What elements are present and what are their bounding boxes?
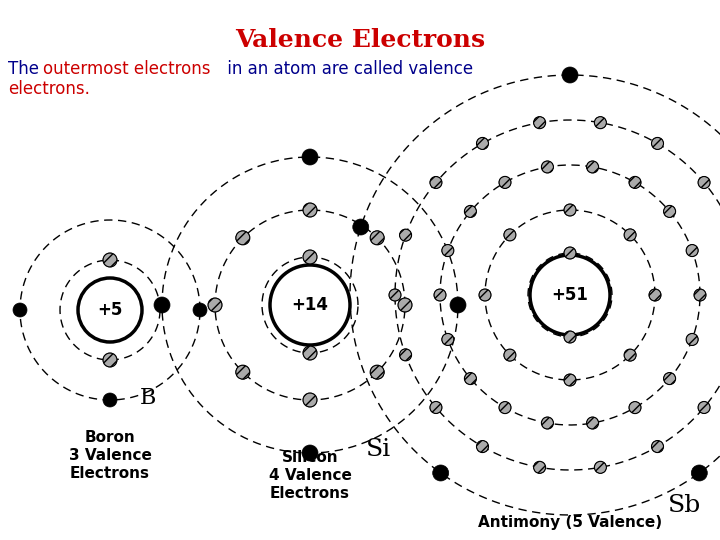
Circle shape bbox=[698, 401, 710, 414]
Circle shape bbox=[450, 297, 466, 313]
Circle shape bbox=[103, 253, 117, 267]
Text: +14: +14 bbox=[292, 296, 328, 314]
Circle shape bbox=[78, 278, 142, 342]
Circle shape bbox=[303, 393, 317, 407]
Text: Silicon: Silicon bbox=[282, 450, 338, 465]
Circle shape bbox=[398, 298, 412, 312]
Circle shape bbox=[698, 177, 710, 188]
Circle shape bbox=[564, 204, 576, 216]
Circle shape bbox=[442, 334, 454, 346]
Circle shape bbox=[686, 334, 698, 346]
Circle shape bbox=[504, 349, 516, 361]
Circle shape bbox=[430, 401, 442, 414]
Circle shape bbox=[664, 205, 675, 218]
Circle shape bbox=[629, 402, 641, 414]
Circle shape bbox=[103, 393, 117, 407]
Circle shape bbox=[208, 298, 222, 312]
Circle shape bbox=[193, 303, 207, 317]
Circle shape bbox=[479, 289, 491, 301]
Circle shape bbox=[433, 465, 449, 481]
Circle shape bbox=[534, 117, 546, 129]
Circle shape bbox=[564, 247, 576, 259]
Circle shape bbox=[499, 177, 511, 188]
Text: +5: +5 bbox=[97, 301, 122, 319]
Circle shape bbox=[400, 229, 412, 241]
Circle shape bbox=[303, 250, 317, 264]
Text: in an atom are called valence: in an atom are called valence bbox=[222, 60, 473, 78]
Circle shape bbox=[691, 465, 707, 481]
Circle shape bbox=[649, 289, 661, 301]
Circle shape bbox=[370, 231, 384, 245]
Text: Boron: Boron bbox=[85, 430, 135, 445]
Circle shape bbox=[464, 373, 477, 384]
Circle shape bbox=[562, 67, 578, 83]
Circle shape bbox=[541, 161, 554, 173]
Circle shape bbox=[270, 265, 350, 345]
Text: 4 Valence: 4 Valence bbox=[269, 468, 351, 483]
Circle shape bbox=[103, 353, 117, 367]
Circle shape bbox=[13, 303, 27, 317]
Text: +51: +51 bbox=[552, 286, 588, 304]
Text: Si: Si bbox=[365, 438, 391, 462]
Text: Valence Electrons: Valence Electrons bbox=[235, 28, 485, 52]
Text: Sb: Sb bbox=[668, 494, 701, 516]
Circle shape bbox=[652, 441, 664, 453]
Circle shape bbox=[389, 289, 401, 301]
Circle shape bbox=[236, 365, 250, 379]
Circle shape bbox=[464, 205, 477, 218]
Circle shape bbox=[541, 417, 554, 429]
Circle shape bbox=[629, 177, 641, 188]
Circle shape bbox=[442, 245, 454, 256]
Circle shape bbox=[595, 461, 606, 474]
Text: Electrons: Electrons bbox=[270, 486, 350, 501]
Circle shape bbox=[400, 349, 412, 361]
Circle shape bbox=[587, 417, 598, 429]
Circle shape bbox=[434, 289, 446, 301]
Circle shape bbox=[303, 203, 317, 217]
Circle shape bbox=[652, 138, 664, 150]
Text: The: The bbox=[8, 60, 44, 78]
Circle shape bbox=[664, 373, 675, 384]
Circle shape bbox=[694, 289, 706, 301]
Circle shape bbox=[477, 138, 488, 150]
Text: Antimony (5 Valence): Antimony (5 Valence) bbox=[478, 515, 662, 530]
Circle shape bbox=[477, 441, 488, 453]
Circle shape bbox=[236, 231, 250, 245]
Circle shape bbox=[353, 219, 369, 235]
Circle shape bbox=[564, 331, 576, 343]
Circle shape bbox=[624, 349, 636, 361]
Text: electrons.: electrons. bbox=[8, 80, 90, 98]
Circle shape bbox=[534, 461, 546, 474]
Circle shape bbox=[624, 229, 636, 241]
Circle shape bbox=[686, 245, 698, 256]
Text: outermost electrons: outermost electrons bbox=[43, 60, 210, 78]
Circle shape bbox=[587, 161, 598, 173]
Circle shape bbox=[504, 229, 516, 241]
Circle shape bbox=[303, 346, 317, 360]
Circle shape bbox=[499, 402, 511, 414]
Circle shape bbox=[530, 255, 610, 335]
Circle shape bbox=[595, 117, 606, 129]
Circle shape bbox=[302, 149, 318, 165]
Circle shape bbox=[154, 297, 170, 313]
Circle shape bbox=[564, 374, 576, 386]
Circle shape bbox=[302, 445, 318, 461]
Text: B: B bbox=[140, 387, 156, 409]
Circle shape bbox=[370, 365, 384, 379]
Text: 3 Valence: 3 Valence bbox=[68, 448, 151, 463]
Text: Electrons: Electrons bbox=[70, 466, 150, 481]
Circle shape bbox=[430, 177, 442, 188]
